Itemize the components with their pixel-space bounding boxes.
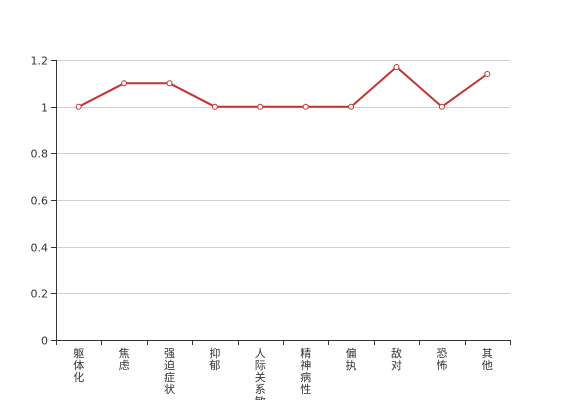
x-tick-label-char: 病 — [300, 370, 311, 384]
x-tick-label-char: 焦 — [119, 347, 130, 360]
x-tick-label-char: 恐 — [436, 347, 447, 360]
data-point[interactable] — [166, 80, 173, 87]
x-tick-label-char: 体 — [73, 358, 84, 372]
x-tick-label-char: 郁 — [209, 358, 220, 372]
x-tick-label: 其他 — [482, 347, 493, 372]
grid-lines — [56, 60, 510, 294]
x-tick-label-char: 强 — [164, 347, 175, 360]
x-tick-label: 躯体化 — [73, 347, 84, 384]
x-tick-label-char: 状 — [164, 382, 175, 396]
y-tick-label: 0.6 — [31, 195, 49, 208]
x-tick-label: 精神病性 — [300, 347, 311, 396]
x-tick-label-char: 人 — [255, 347, 266, 360]
x-tick-label-char: 迫 — [164, 358, 175, 372]
x-tick-label-char: 精 — [300, 347, 311, 360]
x-tick-label: 焦虑 — [119, 347, 130, 372]
x-tick-label: 人际关系敏感 — [255, 347, 266, 400]
data-point[interactable] — [393, 64, 400, 70]
data-point[interactable] — [121, 80, 128, 87]
x-tick-label-char: 执 — [346, 358, 357, 372]
x-tick-label-char: 敏 — [255, 394, 266, 400]
data-point[interactable] — [257, 103, 264, 110]
data-point[interactable] — [348, 103, 355, 110]
x-tick-label-char: 怖 — [436, 358, 447, 372]
data-point[interactable] — [211, 103, 218, 110]
data-point[interactable] — [438, 103, 445, 110]
x-tick-label-char: 他 — [482, 359, 493, 372]
y-axis-ticks: 0 0.2 0.4 0.6 0.8 1 1.2 — [31, 55, 56, 348]
x-tick-label-char: 性 — [300, 382, 311, 396]
x-tick-label-char: 敌 — [391, 346, 402, 360]
x-tick-label-char: 躯 — [73, 347, 84, 360]
x-tick-label-char: 偏 — [346, 346, 357, 360]
y-tick-label: 1.2 — [31, 55, 49, 68]
x-tick-label-char: 抑 — [209, 346, 220, 360]
x-tick-label: 恐怖 — [436, 347, 447, 372]
y-tick-label: 0.2 — [31, 288, 49, 301]
series-layer — [78, 65, 488, 108]
x-tick-label-char: 其 — [482, 347, 493, 360]
y-tick-label: 0.8 — [31, 148, 49, 161]
y-tick-label: 0 — [41, 335, 48, 348]
x-tick-label: 偏执 — [346, 346, 357, 372]
x-tick-label-char: 化 — [73, 370, 84, 384]
x-tick-label: 抑郁 — [209, 346, 220, 372]
y-tick-label: 1 — [41, 102, 48, 115]
data-point[interactable] — [302, 103, 309, 110]
x-tick-label-char: 神 — [300, 358, 311, 372]
x-tick-label-char: 际 — [255, 359, 266, 372]
x-tick-label-char: 系 — [255, 383, 266, 396]
data-point[interactable] — [75, 103, 82, 110]
data-points — [75, 64, 491, 110]
x-axis-ticks: 躯体化 焦虑 强迫症状 抑郁 人际关系敏感 精神病性 偏执 敌对 恐怖 其他 — [56, 340, 511, 400]
series-line — [78, 65, 488, 108]
x-tick-label-char: 症 — [164, 370, 175, 384]
x-tick-label: 强迫症状 — [164, 347, 175, 396]
x-tick-label-char: 对 — [391, 358, 402, 372]
x-tick-label-char: 虑 — [119, 359, 130, 372]
y-tick-label: 0.4 — [31, 242, 49, 255]
data-point[interactable] — [484, 71, 491, 77]
x-tick-label: 敌对 — [391, 346, 402, 372]
x-tick-label-char: 关 — [255, 370, 266, 384]
